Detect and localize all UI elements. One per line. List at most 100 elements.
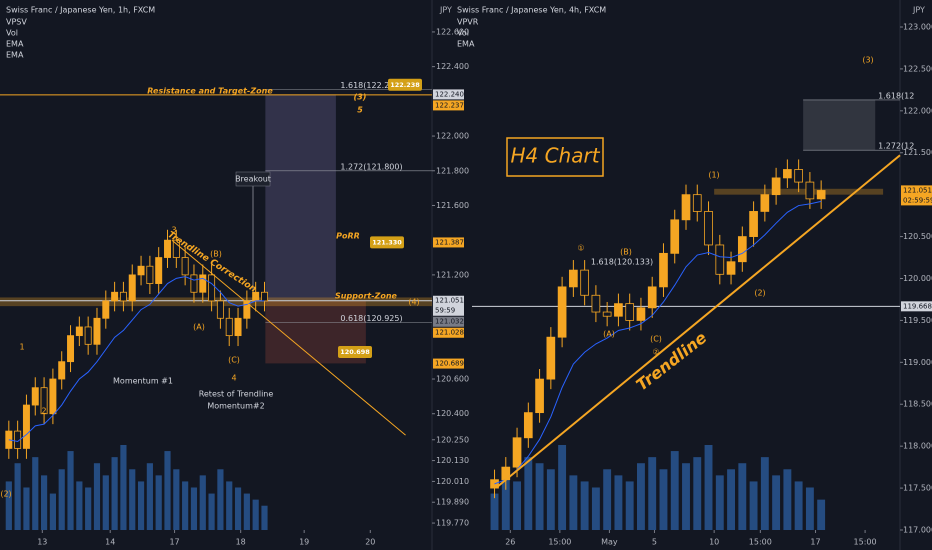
y-tick-label: 122.500 [903,64,932,73]
annotation: Retest of Trendline [199,390,274,399]
volume-bar [23,487,30,530]
volume-bar [164,451,171,530]
x-tick-label: 19 [299,538,309,547]
y-tick-label: 122.400 [436,62,469,71]
candle-body [252,291,260,302]
annotation: (3) [862,56,873,65]
volume-bar [14,463,21,530]
volume-bar [137,481,145,530]
y-tick-label: 120.130 [436,456,469,465]
volume-bar [569,475,578,530]
annotation: (2) [754,289,765,298]
price-label-box [433,316,464,327]
candle-body [225,317,233,337]
volume-bar [682,463,690,530]
candle-body [164,239,171,258]
price-label-box [433,89,464,100]
volume-bar [155,475,162,530]
y-tick-label: 119.500 [903,316,932,325]
x-tick-label: 15:00 [548,538,571,547]
y-tick-label: 123.000 [903,22,932,31]
candle-body [216,300,224,319]
annotation: (1) [708,171,719,180]
volume-bar [129,469,136,530]
x-tick-label: 5 [652,538,657,547]
candle-body [546,336,556,380]
candle-body [137,265,145,276]
price-label: 121.051 [435,297,464,305]
x-tick-label: 10 [709,538,719,547]
volume-bar [817,499,826,530]
candle-body [771,177,781,196]
candle-body [67,335,75,363]
ema-line [494,200,822,485]
volume-bar [501,475,510,530]
volume-bar [208,493,215,530]
annotation: (4) [408,298,419,307]
fib-label: 1.272(12 [878,142,914,151]
x-tick-label: 20 [365,538,375,547]
trendline [171,239,406,436]
candle-body [816,190,826,200]
y-tick-label: 120.600 [436,375,469,384]
y-tick-label: 120.000 [903,274,932,283]
volume-bar [760,457,769,530]
zone [0,297,432,307]
volume-bar [738,463,747,530]
annotation: 4 [231,374,236,383]
price-label-box [433,100,464,111]
annotation: 1.618(120.133) [591,258,653,267]
volume-bar [535,463,544,530]
callout-label: 121.330 [372,238,402,246]
y-tick-label: 119.770 [436,519,469,528]
annotation: Momentum#2 [207,402,264,411]
volume-bar [670,451,679,530]
y-tick-label: 120.400 [436,409,469,418]
candle-body [805,181,815,200]
volume-bar [252,499,259,530]
annotation: (3) [354,93,367,102]
candle-body [681,194,691,221]
candle-body [591,294,601,313]
annotation: Breakout [235,175,271,184]
y-tick-label: 118.500 [903,400,932,409]
indicator-label: Vol [6,29,18,38]
candle-body [111,291,119,302]
candle-body [75,326,83,337]
chart-title: Swiss Franc / Japanese Yen, 1h, FXCM [6,6,155,15]
trendline [496,154,901,489]
volume-bar [102,475,109,530]
y-tick-label: 119.000 [903,358,932,367]
candle-body [93,317,101,345]
annotation: (A) [603,330,615,339]
indicator-label: VPSV [6,18,27,27]
volume-bar [659,469,668,530]
y-tick-label: 121.800 [436,166,469,175]
volume-bar [182,481,189,530]
price-label-timer: 02:59:59 [903,196,932,204]
volume-bar [648,457,657,530]
annotation: ② [652,348,659,357]
x-tick-label: 18 [236,538,246,547]
chart-title: Swiss Franc / Japanese Yen, 4h, FXCM [457,6,606,15]
volume-bar [111,457,118,530]
candle-body [128,274,136,302]
price-label-box [901,301,932,312]
candle-body [234,317,242,337]
volume-bar [591,487,600,530]
annotation: H4 Chart [510,144,600,168]
currency-label: JPY [912,6,925,15]
annotation: (B) [210,250,222,259]
candle-body [749,211,758,237]
candle-body [261,291,268,302]
candle-body [40,387,48,415]
y-tick-label: 121.600 [436,201,469,210]
indicator-label: EMA [457,40,475,49]
candle-body [199,274,207,293]
indicator-label: EMA [6,51,24,60]
candle-body [146,265,154,284]
volume-bar [190,487,198,530]
callout-label: 122.238 [390,81,420,89]
volume-bar [783,469,792,530]
volume-bar [49,493,56,530]
